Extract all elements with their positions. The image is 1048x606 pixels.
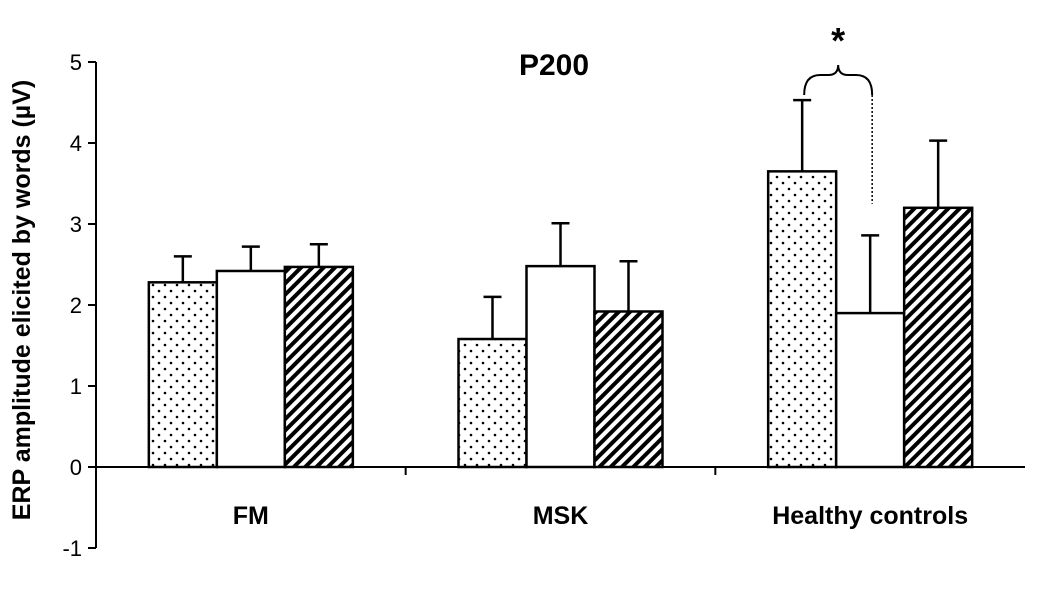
axes: -1 0 1 2 3 4 5 FM MSK Healthy controls (62, 50, 1025, 561)
y-tick-label: 3 (70, 212, 82, 237)
significance-star: * (831, 20, 845, 61)
x-category-label: Healthy controls (772, 502, 968, 530)
x-category-label: MSK (533, 502, 589, 530)
y-tick-label: 5 (70, 50, 82, 75)
bar (834, 311, 906, 469)
bar (283, 265, 355, 469)
significance-bracket (803, 64, 874, 95)
bar (215, 269, 287, 469)
y-tick-label: 1 (70, 374, 82, 399)
y-tick-label: -1 (62, 536, 82, 561)
bar (525, 264, 596, 469)
bar (147, 281, 219, 469)
x-category-label: FM (233, 502, 269, 530)
significance-annotation: * (803, 20, 874, 204)
bar (766, 170, 838, 469)
bar (902, 206, 974, 469)
bar (457, 337, 528, 469)
y-axis-label: ERP amplitude elicited by words (µV) (8, 80, 36, 520)
chart-title: P200 (519, 49, 589, 82)
bars (147, 98, 974, 469)
y-tick-label: 0 (70, 455, 82, 480)
y-tick-label: 2 (70, 293, 82, 318)
bar (593, 310, 664, 469)
y-tick-label: 4 (70, 131, 82, 156)
